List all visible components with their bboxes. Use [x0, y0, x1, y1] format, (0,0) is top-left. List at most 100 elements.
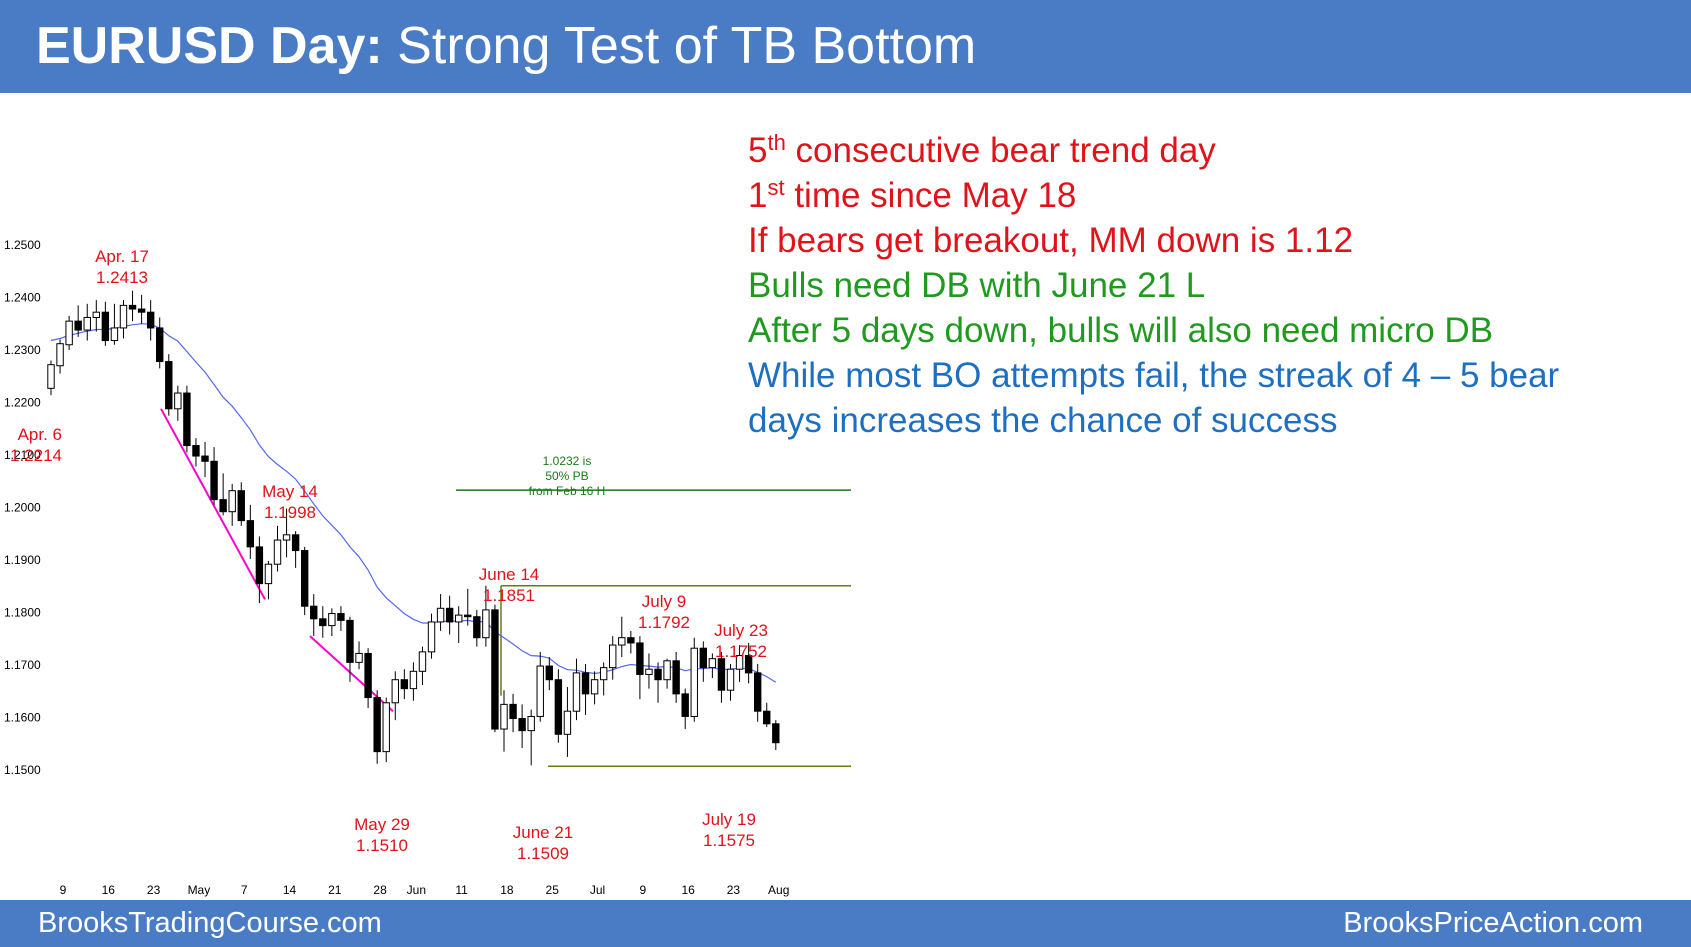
footer-left-site: BrooksTradingCourse.com	[38, 907, 382, 939]
annotation-date: July 19	[702, 810, 756, 829]
bear-candle	[509, 703, 517, 720]
commentary-line: If bears get breakout, MM down is 1.12	[748, 221, 1354, 260]
bull-candle	[174, 392, 182, 410]
commentary: 5th consecutive bear trend day 1st time …	[748, 128, 1559, 443]
bull-candle	[436, 607, 445, 623]
x-tick-label: May	[188, 883, 211, 897]
bear-candle	[699, 647, 708, 669]
x-tick-label: 16	[102, 883, 116, 897]
bull-candle	[119, 304, 128, 329]
bear-candle	[554, 679, 563, 735]
bear-candle	[201, 455, 209, 462]
bear-candle	[165, 361, 173, 410]
bull-candle	[609, 644, 617, 669]
bull-candle	[455, 614, 463, 623]
y-tick-label: 1.2400	[4, 291, 41, 305]
bull-candle	[47, 364, 55, 389]
bear-candle	[337, 613, 345, 621]
x-tick-label: 16	[681, 883, 695, 897]
bull-candle	[282, 534, 291, 541]
bull-candle	[391, 679, 399, 704]
bear-candle	[373, 697, 381, 753]
bull-candle	[708, 658, 717, 669]
bear-candle	[681, 693, 689, 717]
title-subject: Strong Test of TB Bottom	[382, 17, 977, 75]
eurusd-daily-chart: 1.2500 1.2400 1.2300 1.2200 1.2100 1.2000 1.19…	[4, 238, 851, 897]
bull-candle	[618, 637, 626, 646]
bear-candle	[319, 618, 327, 627]
annotation-date: June 21	[513, 823, 574, 842]
bull-candle	[527, 715, 535, 732]
bull-candle	[418, 651, 427, 672]
y-tick-label: 1.2500	[4, 238, 41, 252]
x-tick-label: 9	[639, 883, 646, 897]
bear-candle	[744, 655, 753, 674]
footer-bar: BrooksTradingCourse.com BrooksPriceActio…	[0, 900, 1691, 947]
x-tick-label: 7	[241, 883, 248, 897]
bear-candle	[310, 605, 318, 620]
bear-candle	[772, 723, 780, 744]
annotation-date: June 14	[479, 565, 540, 584]
bull-candle	[500, 703, 508, 730]
bear-candle	[545, 665, 553, 681]
bear-candle	[364, 652, 372, 699]
bear-candle	[255, 546, 264, 585]
target-note: from Feb 16 H	[529, 484, 606, 498]
annotation-date: May 14	[262, 482, 318, 501]
bull-candle	[264, 563, 273, 585]
bear-candle	[627, 637, 635, 644]
y-tick-label: 1.1500	[4, 763, 41, 777]
x-tick-label: 23	[147, 883, 161, 897]
annotation-price: 1.1510	[356, 836, 408, 855]
footer-right-site: BrooksPriceAction.com	[1343, 907, 1643, 939]
bull-candle	[599, 667, 608, 681]
bear-candle	[763, 710, 771, 725]
bear-candle	[672, 660, 680, 695]
bull-candle	[110, 327, 119, 342]
bull-candle	[590, 679, 599, 695]
y-tick-label: 1.1600	[4, 711, 41, 725]
bear-candle	[300, 550, 309, 607]
x-tick-label: 28	[373, 883, 387, 897]
y-tick-label: 1.2100	[4, 448, 41, 462]
bull-candle	[328, 613, 336, 627]
x-tick-label: 23	[727, 883, 741, 897]
annotation-price: 1.1792	[638, 613, 690, 632]
bull-candle	[65, 320, 73, 346]
bull-candle	[382, 702, 390, 753]
y-tick-label: 1.2300	[4, 343, 41, 357]
bear-candle	[219, 499, 227, 513]
annotations: Apr. 17 1.2413 Apr. 6 1.2214 May 14 1.1998 Jun…	[10, 247, 768, 863]
bear-candle	[246, 520, 255, 548]
target-note: 50% PB	[545, 469, 588, 483]
title-instrument: EURUSD Day:	[36, 17, 383, 75]
y-tick-label: 1.1700	[4, 658, 41, 672]
bull-candle	[92, 311, 100, 318]
x-tick-label: 14	[283, 883, 297, 897]
commentary-line: 1st time since May 18	[748, 175, 1077, 215]
annotation-date: Apr. 17	[95, 247, 149, 266]
bull-candle	[690, 647, 698, 717]
commentary-line: Bulls need DB with June 21 L	[748, 266, 1206, 305]
annotation-date: July 23	[714, 621, 768, 640]
bear-candle	[128, 304, 137, 310]
annotation-price: 1.1575	[703, 831, 755, 850]
y-tick-label: 1.1900	[4, 553, 41, 567]
bear-candle	[464, 614, 472, 618]
bear-candle	[156, 327, 164, 363]
x-tick-label: 25	[546, 883, 560, 897]
bear-candle	[636, 642, 644, 675]
annotation-price: 1.2214	[10, 446, 62, 465]
x-tick-label: 9	[60, 883, 67, 897]
bull-candle	[427, 621, 436, 653]
bear-candle	[137, 308, 146, 313]
bull-candle	[645, 668, 653, 675]
bear-candle	[518, 718, 526, 732]
bull-candle	[273, 539, 282, 565]
bull-candle	[536, 665, 544, 717]
bear-candle	[146, 311, 155, 329]
bull-candle	[56, 343, 64, 367]
bear-candle	[581, 672, 590, 695]
annotation-price: 1.1509	[517, 844, 569, 863]
annotation-price: 1.1851	[483, 586, 535, 605]
